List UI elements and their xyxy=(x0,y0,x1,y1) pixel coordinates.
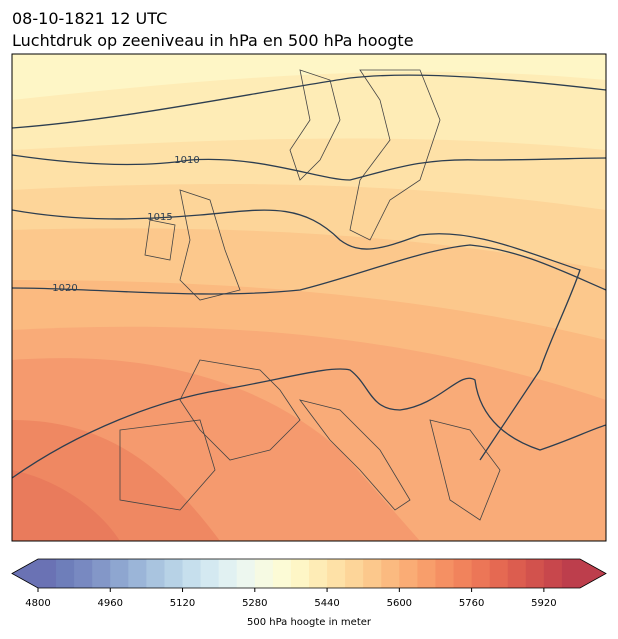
colorbar-bin xyxy=(146,559,165,588)
subtitle-line: Luchtdruk op zeeniveau in hPa en 500 hPa… xyxy=(12,31,414,50)
colorbar-bin xyxy=(272,559,292,588)
colorbar-bin xyxy=(543,559,563,588)
colorbar-bin xyxy=(74,559,93,588)
colorbar-bin xyxy=(182,559,202,588)
colorbar-bin xyxy=(309,559,328,588)
isobar-label: 1015 xyxy=(147,212,172,223)
colorbar-bin xyxy=(345,559,364,588)
colorbar-tick-label: 4960 xyxy=(98,598,123,609)
colorbar-bin xyxy=(236,559,256,588)
colorbar-tick-label: 5600 xyxy=(387,598,412,609)
colorbar-bin xyxy=(56,559,75,588)
colorbar-bin xyxy=(399,559,418,588)
colorbar-tick-label: 5120 xyxy=(170,598,195,609)
colorbar: 4800 4960 5120 5280 5440 5600 5760 5920 xyxy=(11,558,607,609)
isobar-label: 1020 xyxy=(52,283,77,294)
colorbar-tick-label: 4800 xyxy=(25,598,50,609)
isobar-label: 1010 xyxy=(174,155,199,166)
map: 1010 1015 1020 xyxy=(12,54,606,541)
colorbar-bin xyxy=(38,559,57,588)
colorbar-bin xyxy=(471,559,491,588)
colorbar-bin xyxy=(363,559,382,588)
colorbar-bin xyxy=(381,559,400,588)
colorbar-bin xyxy=(417,559,436,588)
colorbar-bin xyxy=(92,559,111,588)
colorbar-bin xyxy=(164,559,184,588)
map-frame xyxy=(11,53,607,542)
colorbar-extend xyxy=(12,559,38,588)
colorbar-label: 500 hPa hoogte in meter xyxy=(247,617,372,628)
colorbar-extend xyxy=(580,559,606,588)
colorbar-bin xyxy=(218,559,238,588)
colorbar-tick-label: 5280 xyxy=(242,598,267,609)
colorbar-bin xyxy=(507,559,527,588)
colorbar-tick-label: 5920 xyxy=(531,598,556,609)
title-line: 08-10-1821 12 UTC xyxy=(12,9,167,28)
colorbar-bin xyxy=(525,559,545,588)
colorbar-bin xyxy=(453,559,473,588)
colorbar-tick-label: 5440 xyxy=(314,598,339,609)
colorbar-bin xyxy=(110,559,129,588)
colorbar-bin xyxy=(254,559,274,588)
colorbar-bin xyxy=(290,559,310,588)
colorbar-bin xyxy=(435,559,455,588)
colorbar-bin xyxy=(327,559,346,588)
colorbar-bin xyxy=(200,559,220,588)
colorbar-tick-label: 5760 xyxy=(459,598,484,609)
colorbar-bin xyxy=(128,559,147,588)
colorbar-bin xyxy=(489,559,509,588)
colorbar-bin xyxy=(561,559,581,588)
